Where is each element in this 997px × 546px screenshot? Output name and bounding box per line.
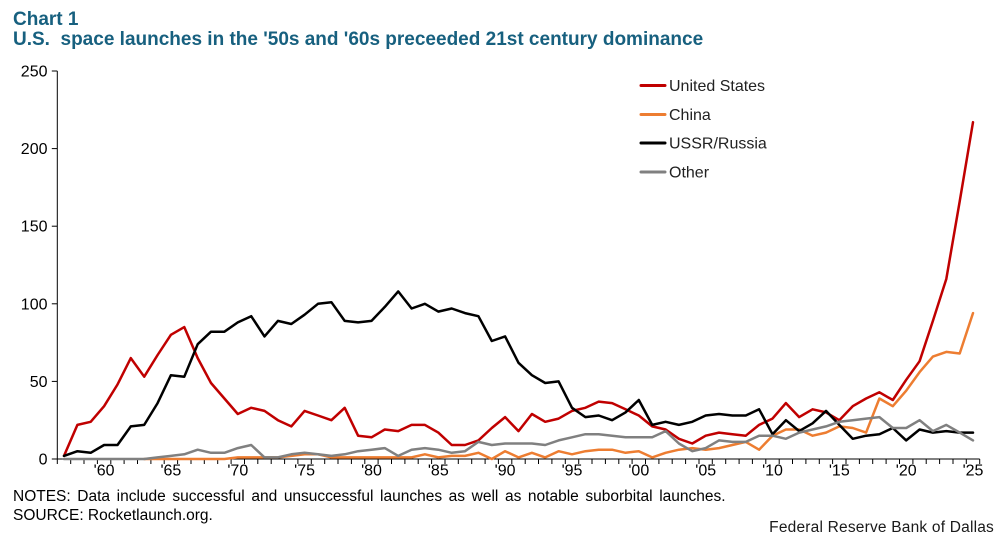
svg-text:'90: '90 xyxy=(495,463,516,480)
svg-text:'95: '95 xyxy=(562,463,583,480)
svg-text:50: 50 xyxy=(30,374,48,391)
svg-text:'75: '75 xyxy=(294,463,315,480)
svg-text:China: China xyxy=(669,107,711,124)
svg-text:200: 200 xyxy=(21,141,48,158)
svg-text:'20: '20 xyxy=(896,463,917,480)
svg-text:100: 100 xyxy=(21,296,48,313)
svg-text:'80: '80 xyxy=(361,463,382,480)
svg-text:United States: United States xyxy=(669,78,765,95)
svg-text:'05: '05 xyxy=(695,463,716,480)
svg-text:'15: '15 xyxy=(829,463,850,480)
svg-text:'00: '00 xyxy=(628,463,649,480)
svg-text:250: 250 xyxy=(21,64,48,81)
svg-text:'70: '70 xyxy=(227,463,248,480)
svg-text:150: 150 xyxy=(21,219,48,236)
svg-text:'85: '85 xyxy=(428,463,449,480)
svg-text:0: 0 xyxy=(39,452,48,469)
svg-text:'10: '10 xyxy=(762,463,783,480)
svg-text:'25: '25 xyxy=(963,463,984,480)
svg-text:USSR/Russia: USSR/Russia xyxy=(669,136,767,153)
svg-text:Other: Other xyxy=(669,165,710,182)
svg-text:'65: '65 xyxy=(160,463,181,480)
svg-text:'60: '60 xyxy=(94,463,115,480)
